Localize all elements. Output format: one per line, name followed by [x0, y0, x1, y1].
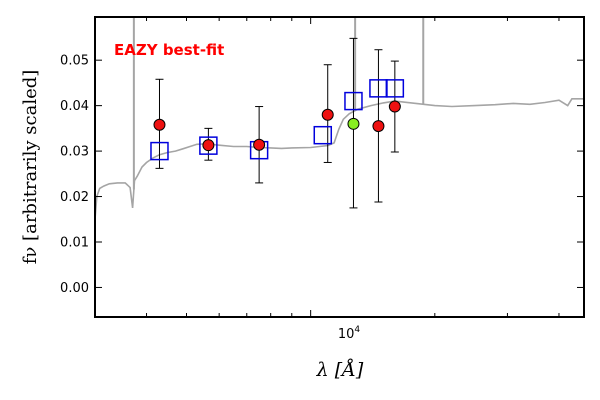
axis-ticks: 0.00 0.01 0.02 0.03 0.04 0.05	[60, 17, 584, 317]
y-tick-label: 0.01	[60, 236, 89, 251]
emission-lines	[132, 17, 425, 190]
y-tick-label: 0.02	[60, 190, 89, 205]
plot-frame	[94, 16, 585, 318]
y-tick-label: 0.05	[60, 54, 89, 69]
annotation-label: EAZY best-fit	[114, 41, 224, 59]
model-point	[385, 79, 405, 98]
x-tick-label-exponent: 4	[354, 325, 360, 335]
model-point	[313, 125, 333, 145]
model-point	[150, 141, 169, 161]
y-tick-label: 0.03	[60, 145, 89, 160]
observed-point	[202, 139, 215, 152]
x-axis-label: λ [Å]	[316, 359, 364, 381]
y-tick-label: 0.04	[60, 99, 89, 114]
model-point	[344, 91, 363, 111]
observed-point	[253, 138, 266, 151]
photometry-markers	[150, 37, 405, 209]
observed-point	[153, 118, 166, 131]
observed-point	[372, 120, 385, 133]
plot-area	[95, 17, 584, 220]
y-tick-label: 0.00	[60, 281, 89, 296]
observed-point	[388, 100, 401, 113]
model-point	[199, 136, 218, 155]
x-tick-label-10e4: 104	[338, 325, 361, 342]
observed-point-highlight	[347, 117, 360, 130]
y-axis-label: fν [arbitrarily scaled]	[20, 70, 41, 265]
template-spectrum-line	[95, 98, 584, 220]
observed-point	[321, 108, 334, 121]
